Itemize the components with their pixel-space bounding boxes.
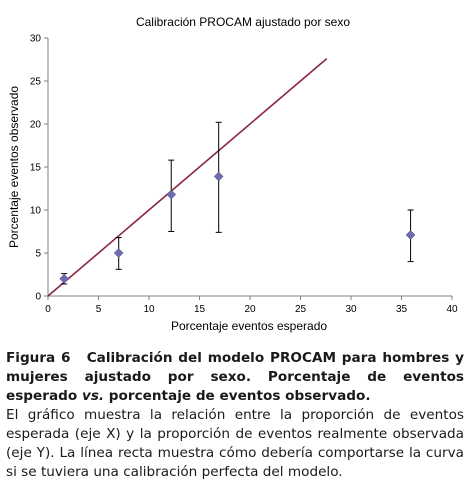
y-tick-label: 5	[35, 249, 41, 260]
data-point	[213, 171, 224, 182]
calibration-chart: Calibración PROCAM ajustado por sexo 0 5 1…	[7, 15, 458, 333]
chart-title: Calibración PROCAM ajustado por sexo	[136, 15, 350, 29]
y-tick-label: 15	[30, 163, 42, 174]
y-axis-title: Porcentaje eventos observado	[7, 86, 21, 248]
y-tick-label: 20	[30, 120, 42, 131]
figure-number: Figura 6	[6, 350, 71, 366]
caption-body: El gráfico muestra la relación entre la …	[6, 407, 464, 480]
caption-title-part1: Calibración del modelo PROCAM para hombr…	[6, 350, 464, 404]
x-tick-label: 5	[96, 304, 102, 315]
x-tick-label: 10	[143, 304, 155, 315]
y-tick-label: 25	[30, 77, 42, 88]
plot-area: 0 5 10 15 20 25 30 0 5 10 15 20 25 30 35 40	[30, 34, 458, 316]
x-axis-title: Porcentaje eventos esperado	[171, 319, 327, 333]
data-point	[405, 230, 416, 240]
data-point	[166, 189, 177, 200]
x-tick-label: 30	[345, 304, 357, 315]
y-tick-label: 0	[35, 292, 41, 303]
x-tick-label: 35	[396, 304, 408, 315]
x-tick-label: 40	[446, 304, 458, 315]
perfect-calibration-line	[47, 58, 328, 297]
y-tick-label: 10	[30, 206, 42, 217]
y-tick-label: 30	[30, 34, 42, 45]
x-tick-label: 25	[295, 304, 307, 315]
x-tick-label: 0	[45, 304, 51, 315]
data-point	[113, 248, 124, 258]
caption-title-part2: porcentaje de eventos observado.	[104, 388, 371, 404]
x-tick-label: 20	[244, 304, 256, 315]
data-point	[59, 273, 70, 284]
caption-vs: vs.	[81, 388, 105, 404]
caption-heading: Figura 6 Calibración del modelo PROCAM p…	[6, 349, 464, 406]
x-tick-label: 15	[194, 304, 206, 315]
figure-caption: Figura 6 Calibración del modelo PROCAM p…	[6, 349, 464, 482]
